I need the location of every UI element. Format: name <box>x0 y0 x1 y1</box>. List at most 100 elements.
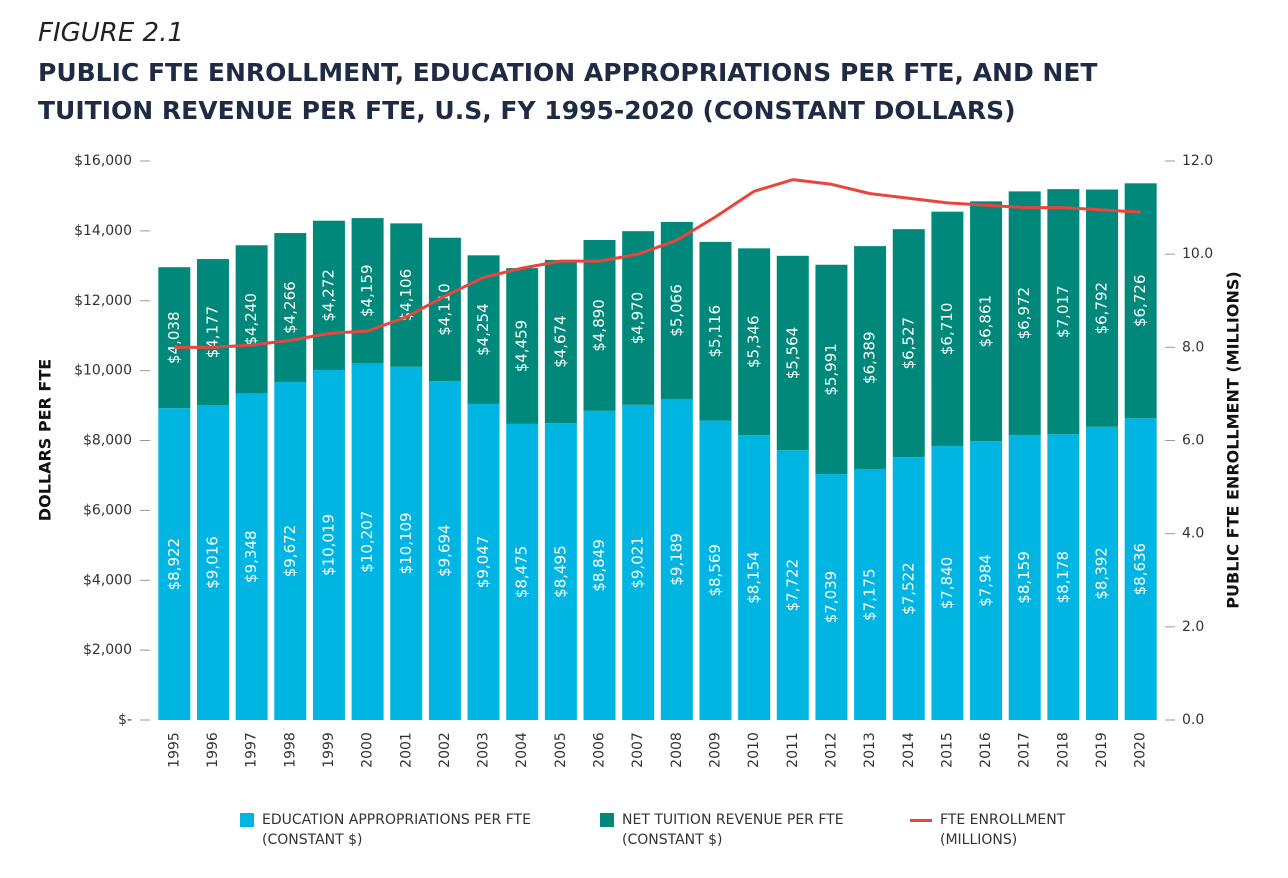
value-label: $8,475 <box>513 546 531 599</box>
value-label: $4,970 <box>629 292 647 345</box>
value-label: $8,495 <box>551 545 569 598</box>
bar-segment <box>815 264 848 475</box>
value-label: $5,116 <box>706 305 724 358</box>
x-tick-label: 2017 <box>1017 732 1033 768</box>
value-label: $9,189 <box>667 533 685 586</box>
value-label: $6,792 <box>1093 282 1111 335</box>
bar-segment <box>738 435 771 720</box>
bar-segment <box>506 423 539 720</box>
bar-segment <box>506 268 539 424</box>
y-tick-label: $8,000 <box>83 433 132 449</box>
bar-segment <box>1047 189 1080 435</box>
bar-segment <box>738 248 771 436</box>
value-label: $10,207 <box>358 511 376 573</box>
x-tick-label: 2009 <box>707 732 723 768</box>
value-label: $8,636 <box>1131 543 1149 596</box>
value-label: $9,672 <box>281 525 299 578</box>
value-label: $6,972 <box>1015 287 1033 340</box>
value-label: $8,392 <box>1093 547 1111 600</box>
x-tick-label: 2003 <box>476 732 492 768</box>
value-label: $6,726 <box>1131 275 1149 328</box>
value-label: $7,722 <box>783 559 801 612</box>
x-tick-label: 1996 <box>205 732 221 768</box>
bar-segment <box>892 229 925 458</box>
figure-label: FIGURE 2.1 <box>38 18 184 48</box>
x-tick-label: 2000 <box>360 732 376 768</box>
y-tick-label: $12,000 <box>74 293 132 309</box>
bar-segment <box>467 403 500 720</box>
x-tick-label: 1995 <box>166 732 182 768</box>
x-tick-label: 2007 <box>630 732 646 768</box>
y-tick-label: $14,000 <box>74 223 132 239</box>
bar-segment <box>274 382 307 720</box>
bar-segment <box>196 405 229 720</box>
bar-segment <box>699 241 732 421</box>
bar-segment <box>158 408 191 720</box>
bar-segment <box>1124 418 1157 720</box>
value-label: $6,710 <box>938 303 956 356</box>
bar-segment <box>1047 434 1080 720</box>
legend-swatch <box>910 819 932 822</box>
bar-segment <box>312 220 345 370</box>
value-label: $10,019 <box>319 514 337 576</box>
y2-tick-label: 2.0 <box>1182 619 1204 635</box>
bar-segment <box>158 267 191 409</box>
bar-segment <box>544 259 577 424</box>
x-tick-label: 2006 <box>592 732 608 768</box>
legend-item: NET TUITION REVENUE PER FTE (CONSTANT $) <box>600 810 882 850</box>
y2-tick-label: 12.0 <box>1182 153 1213 169</box>
bar-segment <box>1124 183 1157 419</box>
y2-tick-label: 4.0 <box>1182 526 1204 542</box>
value-label: $8,849 <box>590 539 608 592</box>
bar-segment <box>196 259 229 406</box>
y-tick-label: $2,000 <box>83 642 132 658</box>
y-tick-label: $4,000 <box>83 572 132 588</box>
y-tick-label: $6,000 <box>83 502 132 518</box>
value-label: $4,459 <box>513 320 531 373</box>
legend-label: NET TUITION REVENUE PER FTE (CONSTANT $) <box>622 812 844 848</box>
value-label: $4,254 <box>474 303 492 356</box>
bar-segment <box>1008 434 1041 720</box>
value-label: $4,038 <box>165 311 183 364</box>
bar-segment <box>970 441 1003 720</box>
value-label: $7,984 <box>977 554 995 607</box>
bar-segment <box>467 255 500 404</box>
legend-swatch <box>600 813 614 827</box>
legend-label: EDUCATION APPROPRIATIONS PER FTE (CONSTA… <box>262 812 531 848</box>
bar-segment <box>776 255 809 451</box>
x-tick-label: 2014 <box>901 732 917 768</box>
x-tick-label: 2001 <box>398 732 414 768</box>
value-label: $8,178 <box>1054 551 1072 604</box>
value-label: $6,527 <box>899 317 917 370</box>
bar-segment <box>312 369 345 720</box>
y2-tick-label: 6.0 <box>1182 433 1204 449</box>
value-label: $7,522 <box>899 562 917 615</box>
y-tick-label: $- <box>118 712 132 728</box>
x-tick-label: 2012 <box>823 732 839 768</box>
bar-segment <box>235 245 268 394</box>
y2-tick-label: 0.0 <box>1182 712 1204 728</box>
value-label: $4,890 <box>590 299 608 352</box>
value-label: $4,272 <box>319 269 337 322</box>
y2-tick-label: 10.0 <box>1182 246 1213 262</box>
bar-segment <box>274 233 307 383</box>
legend-label: FTE ENROLLMENT (MILLIONS) <box>940 812 1066 848</box>
value-label: $7,175 <box>861 568 879 621</box>
bar-segment <box>390 366 423 720</box>
value-label: $7,039 <box>822 571 840 624</box>
bar-segment <box>1086 426 1119 720</box>
bar-segment <box>815 474 848 720</box>
x-tick-label: 2015 <box>939 732 955 768</box>
y-tick-label: $16,000 <box>74 153 132 169</box>
value-label: $6,389 <box>861 331 879 384</box>
value-label: $7,017 <box>1054 285 1072 338</box>
bar-segment <box>428 381 461 720</box>
bar-segment <box>931 446 964 720</box>
bar-segment <box>1008 191 1041 435</box>
bar-segment <box>776 450 809 720</box>
bar-segment <box>583 239 616 411</box>
x-tick-label: 2018 <box>1055 732 1071 768</box>
bar-segment <box>544 423 577 720</box>
value-label: $5,564 <box>783 327 801 380</box>
